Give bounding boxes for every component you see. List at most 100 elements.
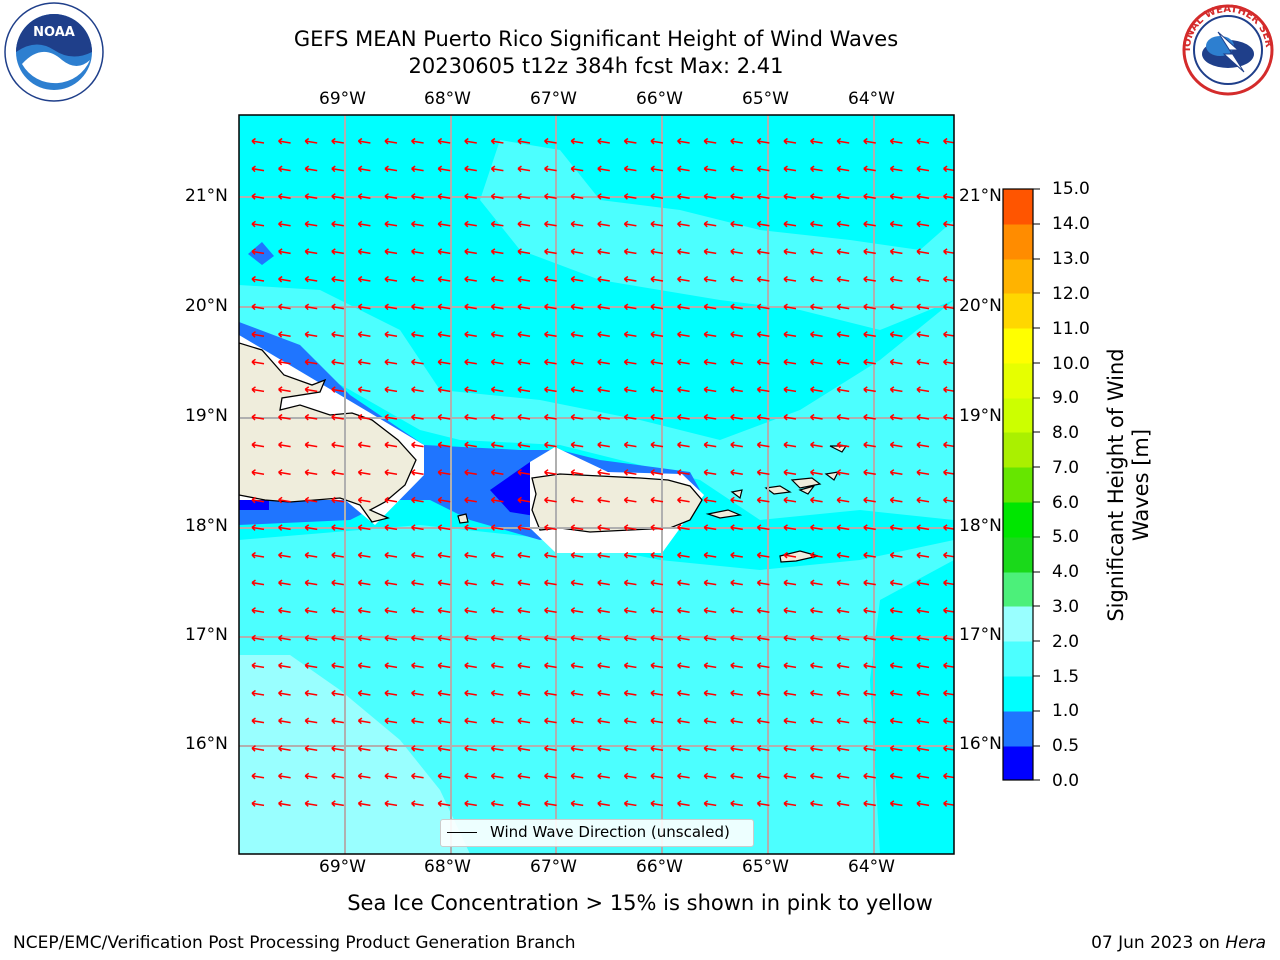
wave-direction-arrow bbox=[570, 331, 584, 338]
colorbar-segment bbox=[1003, 363, 1033, 399]
wave-direction-arrow bbox=[278, 634, 291, 642]
wave-direction-arrow bbox=[251, 248, 265, 255]
wave-direction-arrow bbox=[836, 800, 850, 807]
wave-direction-arrow bbox=[304, 800, 318, 807]
wave-direction-arrow bbox=[916, 717, 930, 725]
wave-direction-arrow bbox=[357, 634, 371, 642]
wind-wave-arrows bbox=[251, 137, 954, 807]
wave-direction-arrow bbox=[384, 248, 398, 255]
wave-direction-arrow bbox=[650, 634, 664, 642]
wave-direction-arrow bbox=[544, 579, 557, 587]
wave-direction-arrow bbox=[916, 275, 930, 283]
wave-direction-arrow bbox=[783, 413, 797, 421]
wave-direction-arrow bbox=[889, 275, 903, 283]
wave-direction-arrow bbox=[384, 137, 398, 145]
wave-direction-arrow bbox=[650, 662, 664, 669]
wave-direction-arrow bbox=[810, 469, 823, 476]
wave-direction-arrow bbox=[437, 524, 451, 531]
wave-direction-arrow bbox=[304, 303, 318, 311]
wave-direction-arrow bbox=[623, 745, 637, 752]
colorbar bbox=[1003, 188, 1040, 781]
wave-direction-arrow bbox=[517, 551, 531, 559]
wave-direction-arrow bbox=[490, 193, 504, 200]
legend-label: Wind Wave Direction (unscaled) bbox=[490, 823, 730, 841]
colorbar-frame bbox=[1002, 188, 1034, 781]
wave-direction-arrow bbox=[331, 275, 344, 283]
wave-direction-arrow bbox=[357, 800, 371, 807]
wave-direction-arrow bbox=[889, 193, 903, 200]
wave-direction-arrow bbox=[517, 607, 531, 614]
wave-direction-arrow bbox=[437, 772, 451, 780]
wave-direction-arrow bbox=[916, 413, 930, 421]
colorbar-segment bbox=[1003, 676, 1033, 712]
wave-direction-arrow bbox=[357, 579, 371, 587]
wave-direction-arrow bbox=[304, 275, 318, 283]
wave-direction-arrow bbox=[677, 662, 690, 669]
wave-direction-arrow bbox=[331, 634, 344, 642]
wave-direction-arrow bbox=[490, 689, 504, 697]
wave-direction-arrow bbox=[836, 220, 850, 228]
wave-direction-arrow bbox=[863, 551, 876, 559]
wave-direction-arrow bbox=[357, 551, 371, 559]
wave-direction-arrow bbox=[597, 800, 610, 807]
colorbar-tick: 13.0 bbox=[1052, 249, 1090, 269]
wave-direction-arrow bbox=[437, 689, 451, 697]
wave-direction-arrow bbox=[304, 772, 318, 780]
chart-title: GEFS MEAN Puerto Rico Significant Height… bbox=[293, 27, 899, 51]
wave-direction-arrow bbox=[304, 524, 318, 531]
wave-direction-arrow bbox=[863, 386, 876, 393]
wave-direction-arrow bbox=[916, 220, 930, 228]
wave-direction-arrow bbox=[411, 551, 424, 559]
wave-direction-arrow bbox=[411, 413, 424, 421]
wave-direction-arrow bbox=[331, 386, 344, 393]
wave-direction-arrow bbox=[889, 607, 903, 614]
wave-direction-arrow bbox=[783, 745, 797, 752]
wave-direction-arrow bbox=[730, 137, 743, 145]
land-hispaniola bbox=[239, 342, 417, 523]
wave-direction-arrow bbox=[464, 413, 477, 421]
wave-direction-arrow bbox=[863, 662, 876, 669]
land-mona-island bbox=[457, 513, 469, 524]
wave-direction-arrow bbox=[677, 386, 690, 393]
wave-direction-arrow bbox=[730, 689, 743, 697]
wave-direction-arrow bbox=[437, 800, 451, 807]
wave-direction-arrow bbox=[517, 331, 531, 338]
wave-direction-arrow bbox=[810, 303, 823, 311]
wave-direction-arrow bbox=[570, 607, 584, 614]
wave-direction-arrow bbox=[357, 689, 371, 697]
wave-direction-arrow bbox=[331, 469, 344, 476]
wave-direction-arrow bbox=[384, 607, 398, 614]
wave-direction-arrow bbox=[756, 137, 770, 145]
wave-direction-arrow bbox=[251, 220, 265, 228]
colorbar-segment bbox=[1003, 606, 1033, 642]
wave-direction-arrow bbox=[650, 551, 664, 559]
wave-direction-arrow bbox=[251, 800, 265, 807]
wave-direction-arrow bbox=[278, 165, 291, 173]
wave-direction-arrow bbox=[730, 579, 743, 587]
wave-direction-arrow bbox=[411, 469, 424, 476]
wave-direction-arrow bbox=[570, 165, 584, 173]
wave-direction-arrow bbox=[889, 248, 903, 255]
wave-direction-arrow bbox=[278, 275, 291, 283]
wave-direction-arrow bbox=[490, 772, 504, 780]
wave-direction-arrow bbox=[304, 248, 318, 255]
wave-direction-arrow bbox=[677, 275, 690, 283]
wave-direction-arrow bbox=[384, 579, 398, 587]
wave-direction-arrow bbox=[570, 579, 584, 587]
wave-direction-arrow bbox=[730, 386, 743, 393]
colorbar-tick: 15.0 bbox=[1052, 179, 1090, 199]
wave-direction-arrow bbox=[331, 772, 344, 780]
wave-direction-arrow bbox=[357, 165, 371, 173]
wave-direction-arrow bbox=[251, 275, 265, 283]
wave-direction-arrow bbox=[278, 331, 291, 338]
wave-direction-arrow bbox=[863, 496, 876, 504]
wave-direction-arrow bbox=[464, 496, 477, 504]
wave-direction-arrow bbox=[251, 662, 265, 669]
wave-direction-arrow bbox=[703, 524, 717, 531]
wave-direction-arrow bbox=[810, 248, 823, 255]
wave-direction-arrow bbox=[544, 358, 557, 366]
wave-direction-arrow bbox=[916, 496, 930, 504]
wave-direction-arrow bbox=[251, 634, 265, 642]
wave-direction-arrow bbox=[863, 441, 876, 449]
wave-direction-arrow bbox=[490, 303, 504, 311]
